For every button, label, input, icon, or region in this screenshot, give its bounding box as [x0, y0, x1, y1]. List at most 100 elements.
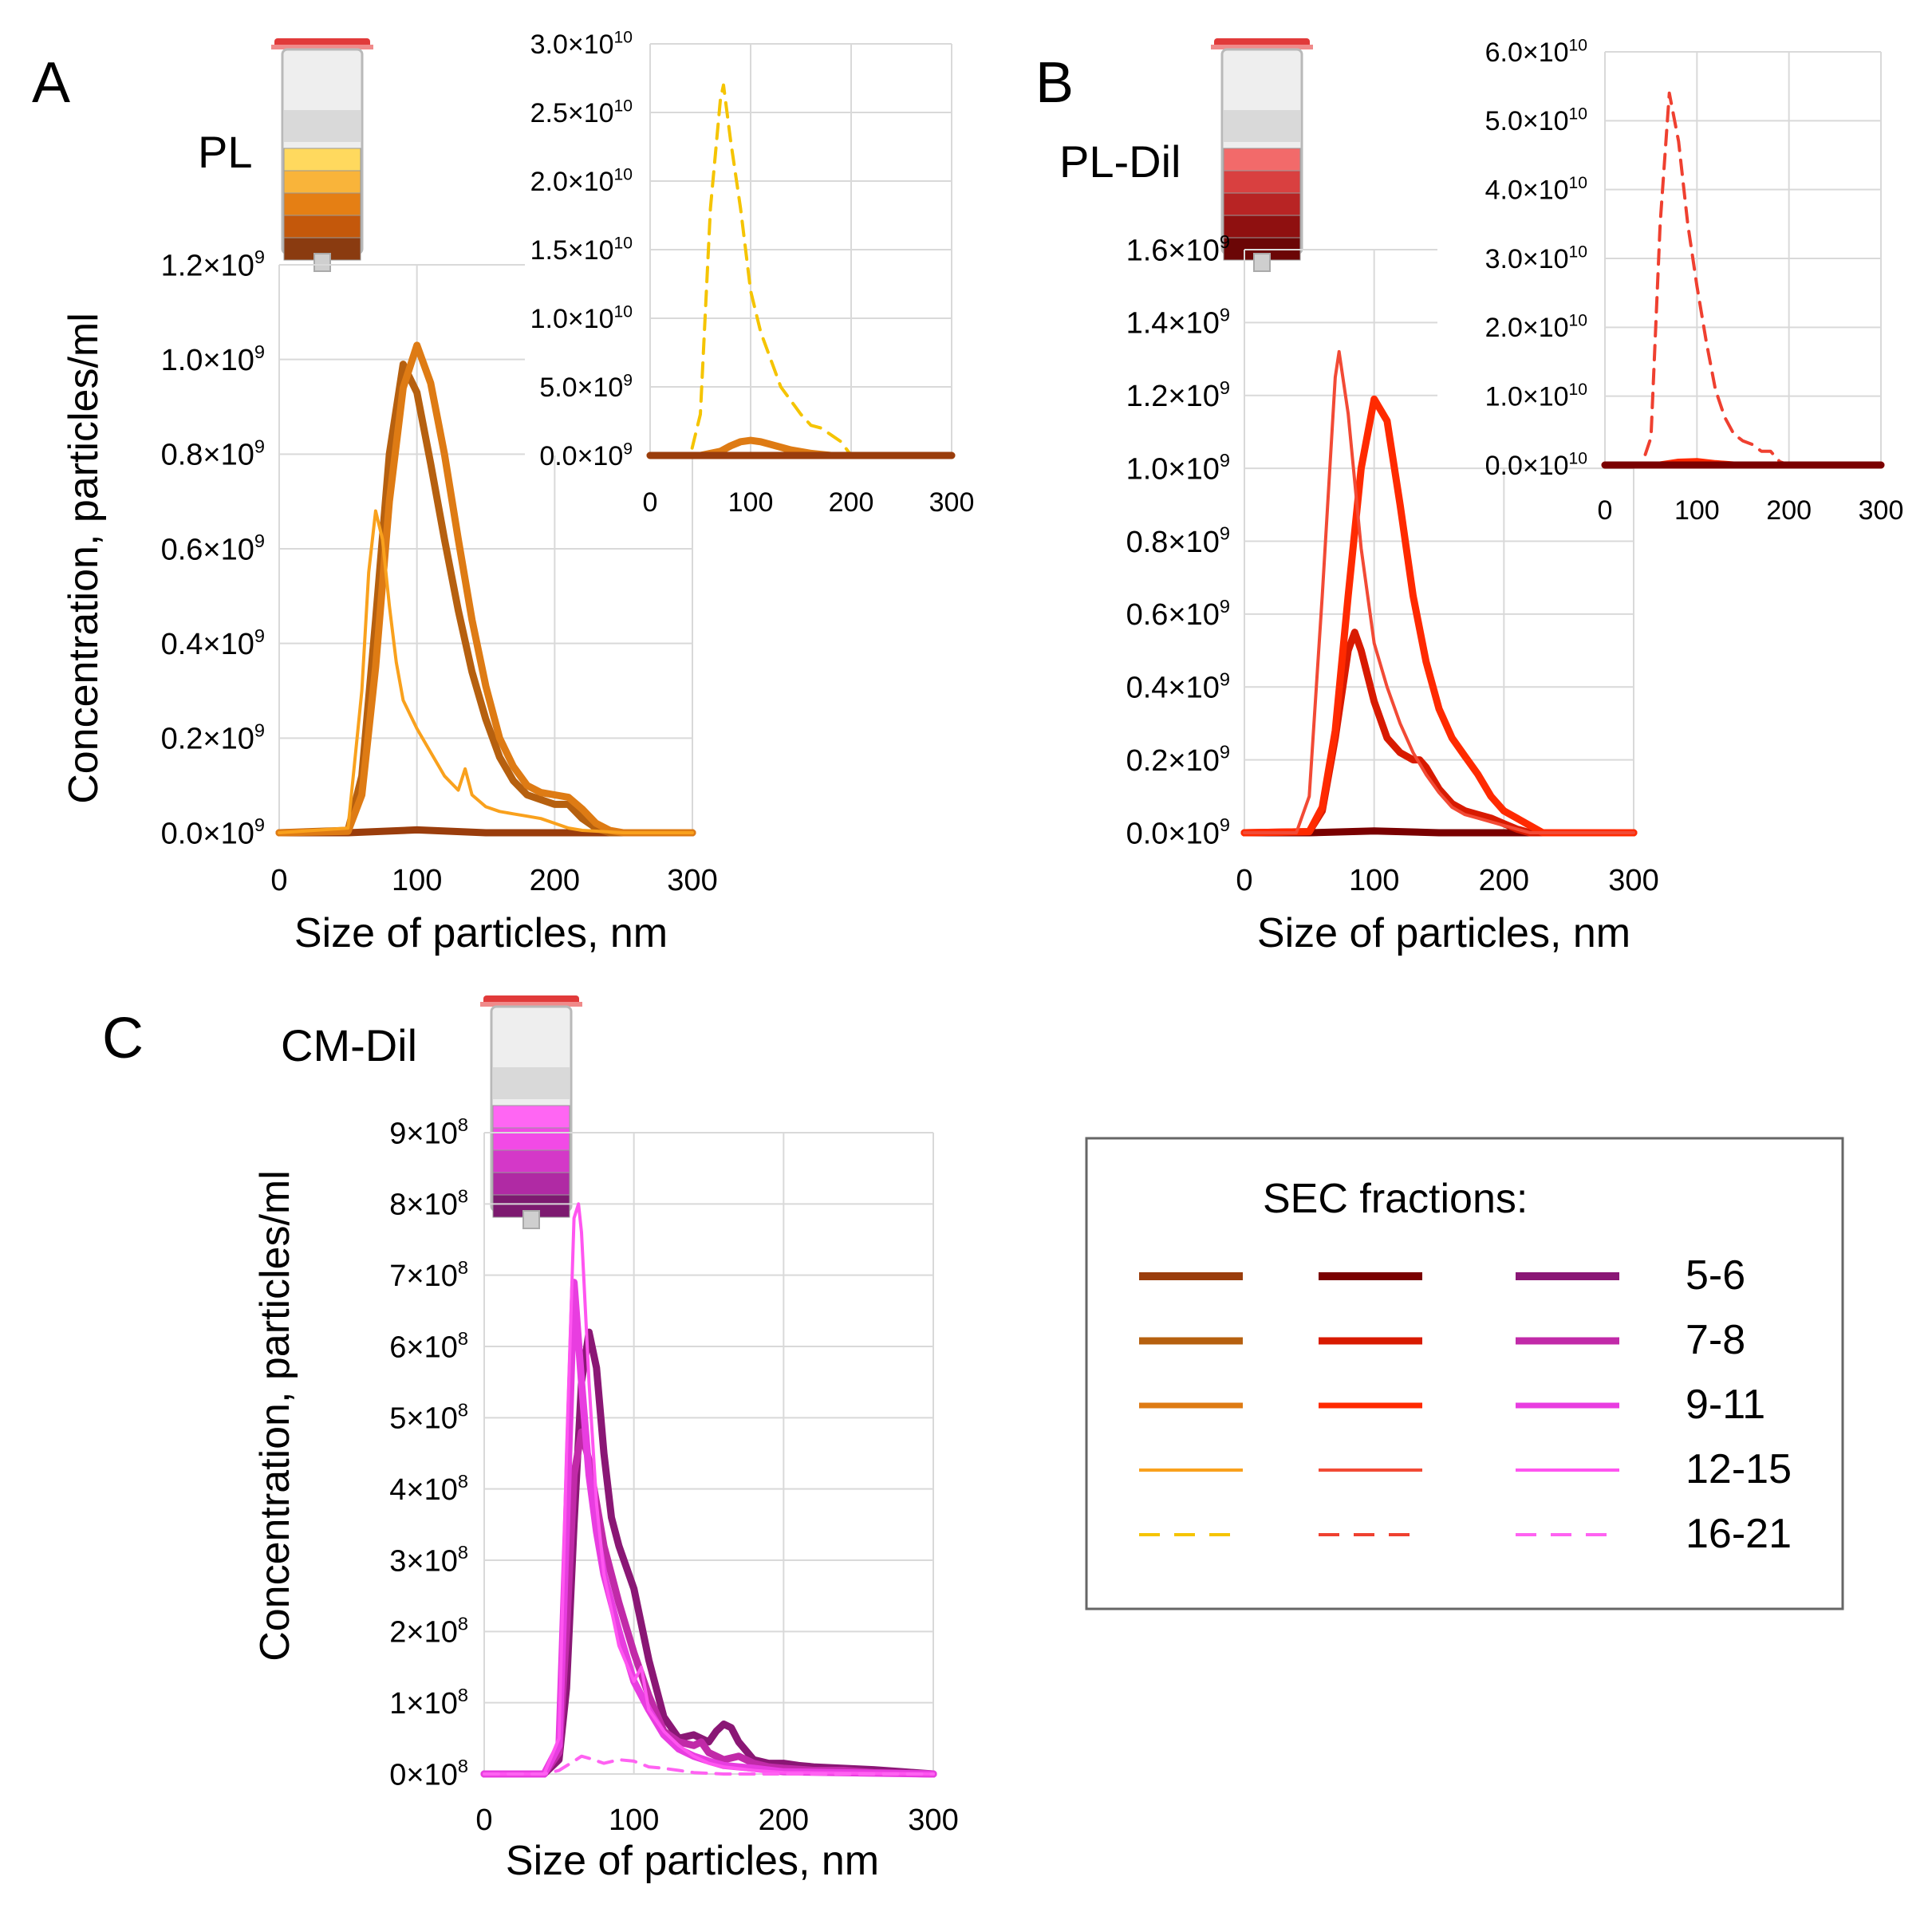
y-tick-label: 1.0×109 — [161, 341, 265, 377]
tube-cap-rim — [271, 45, 373, 49]
x-tick-label: 200 — [1766, 495, 1812, 526]
x-tick-label: 300 — [1608, 864, 1658, 897]
legend: SEC fractions: 5-6 7-8 9-11 12-15 16-21 — [1085, 1137, 1844, 1610]
y-tick-label: 0.4×109 — [161, 625, 265, 661]
y-tick-label: 7×108 — [389, 1257, 468, 1293]
y-axis-title-c: Concentration, particles/ml — [252, 1170, 298, 1662]
legend-label: 12-15 — [1686, 1446, 1792, 1492]
tube-band — [1223, 192, 1301, 216]
panel-a: A PL 0.0×109 0.2×109 0.4×109 0.6×109 0.8×109… — [32, 28, 974, 956]
tube-gel — [284, 110, 361, 142]
x-axis-ticks-c: 0 100 200 300 — [475, 1804, 958, 1837]
y-tick-label: 3×108 — [389, 1542, 468, 1578]
inset-a-background — [525, 38, 954, 455]
series-line-5-6 — [480, 1328, 937, 1778]
tube-band — [283, 192, 361, 216]
x-tick-label: 0 — [475, 1804, 492, 1837]
tube-band — [283, 170, 361, 194]
sample-label-b: PL-Dil — [1059, 136, 1181, 187]
main-plot-c-grid — [483, 1132, 934, 1775]
series-line-7-8 — [480, 1428, 937, 1778]
y-axis-ticks-a: 0.0×109 0.2×109 0.4×109 0.6×109 0.8×109 1.0×1… — [161, 246, 265, 850]
series-line-12-15 — [483, 1202, 935, 1776]
y-tick-label: 5.0×1010 — [1485, 105, 1587, 137]
x-tick-label: 200 — [530, 864, 580, 897]
tube-band — [283, 215, 361, 238]
x-tick-label: 0 — [1598, 495, 1613, 526]
x-axis-title-a: Size of particles, nm — [294, 910, 668, 956]
x-tick-label: 100 — [1349, 864, 1399, 897]
series-line-16-21 — [1603, 91, 1883, 467]
main-plot-c-series — [480, 1202, 937, 1778]
inset-b-x-ticks: 0 100 200 300 — [1598, 495, 1904, 526]
x-tick-label: 200 — [1479, 864, 1529, 897]
y-tick-label: 0.0×1010 — [1485, 449, 1587, 481]
x-tick-label: 100 — [1674, 495, 1720, 526]
legend-label: 9-11 — [1686, 1382, 1765, 1428]
x-tick-label: 100 — [392, 864, 442, 897]
y-tick-label: 1.4×109 — [1126, 304, 1230, 340]
legend-swatches — [1139, 1272, 1619, 1536]
series-line-7-8 — [275, 361, 696, 837]
tube-gel — [493, 1067, 570, 1099]
tube-cap-rim — [480, 1002, 582, 1007]
tube-band — [492, 1127, 570, 1151]
y-axis-ticks-c: 0×108 1×108 2×108 3×108 4×108 5×108 6×108 7×108… — [389, 1114, 468, 1792]
tube-band — [283, 148, 361, 171]
sample-label-a: PL — [198, 127, 253, 177]
series-line-7-8 — [1240, 629, 1638, 837]
panel-letter-a: A — [32, 51, 70, 115]
y-tick-label: 0.6×109 — [161, 530, 265, 566]
y-tick-label: 0×108 — [389, 1756, 468, 1792]
tube-band — [492, 1105, 570, 1129]
tube-band — [492, 1149, 570, 1173]
x-tick-label: 300 — [1859, 495, 1904, 526]
sample-label-c: CM-Dil — [281, 1020, 417, 1070]
series-line-12-15 — [1243, 349, 1635, 834]
panel-letter-b: B — [1035, 51, 1074, 115]
inset-b-series — [1601, 91, 1885, 469]
inset-a-series — [646, 83, 956, 459]
x-tick-label: 0 — [1236, 864, 1252, 897]
y-tick-label: 6×108 — [389, 1328, 468, 1364]
y-tick-label: 0.2×109 — [1126, 742, 1230, 778]
y-tick-label: 8×108 — [389, 1185, 468, 1221]
tube-cap-rim — [1211, 45, 1313, 49]
x-axis-title-b: Size of particles, nm — [1257, 910, 1630, 956]
y-tick-label: 1.6×109 — [1126, 231, 1230, 267]
y-tick-label: 1.2×109 — [1126, 377, 1230, 413]
y-tick-label: 0.4×109 — [1126, 668, 1230, 704]
tube-band — [492, 1172, 570, 1196]
y-tick-label: 5.0×109 — [539, 371, 633, 403]
y-tick-label: 0.2×109 — [161, 719, 265, 755]
x-tick-label: 300 — [908, 1804, 958, 1837]
inset-b-grid — [1604, 51, 1882, 466]
series-line-16-21 — [483, 1754, 935, 1776]
legend-title: SEC fractions: — [1263, 1176, 1528, 1222]
panel-c: C CM-Dil 0×108 1×108 2×108 3×108 4×108 5×108 6… — [102, 995, 959, 1884]
inset-a-y-ticks: 0.0×1095.0×1091.0×10101.5×10102.0×10102.… — [530, 28, 633, 471]
series-line-9-11 — [1240, 395, 1638, 837]
y-tick-label: 9×108 — [389, 1114, 468, 1150]
x-tick-label: 100 — [728, 487, 774, 518]
y-tick-label: 2×108 — [389, 1613, 468, 1649]
y-tick-label: 1.2×109 — [161, 246, 265, 282]
y-tick-label: 0.0×109 — [539, 440, 633, 471]
tube-band — [1223, 148, 1301, 171]
main-plot-b-series — [1240, 349, 1638, 837]
x-tick-label: 300 — [929, 487, 975, 518]
series-line-12-15 — [278, 509, 694, 834]
x-axis-title-c: Size of particles, nm — [506, 1838, 879, 1884]
x-tick-label: 200 — [829, 487, 874, 518]
y-tick-label: 0.0×109 — [1126, 814, 1230, 850]
x-tick-label: 0 — [643, 487, 658, 518]
y-tick-label: 1×108 — [389, 1685, 468, 1721]
y-tick-label: 5×108 — [389, 1399, 468, 1435]
legend-label: 7-8 — [1686, 1317, 1745, 1363]
legend-box — [1085, 1137, 1844, 1610]
panel-letter-c: C — [102, 1007, 144, 1070]
panel-b: B PL-Dil 0.0×109 0.2×109 0.4×109 0.6×109 0.8… — [1035, 36, 1903, 956]
y-axis-ticks-b: 0.0×109 0.2×109 0.4×109 0.6×109 0.8×109 1.0×1… — [1126, 231, 1230, 850]
x-axis-ticks-a: 0 100 200 300 — [270, 864, 717, 897]
sample-tube-icon — [271, 38, 373, 272]
